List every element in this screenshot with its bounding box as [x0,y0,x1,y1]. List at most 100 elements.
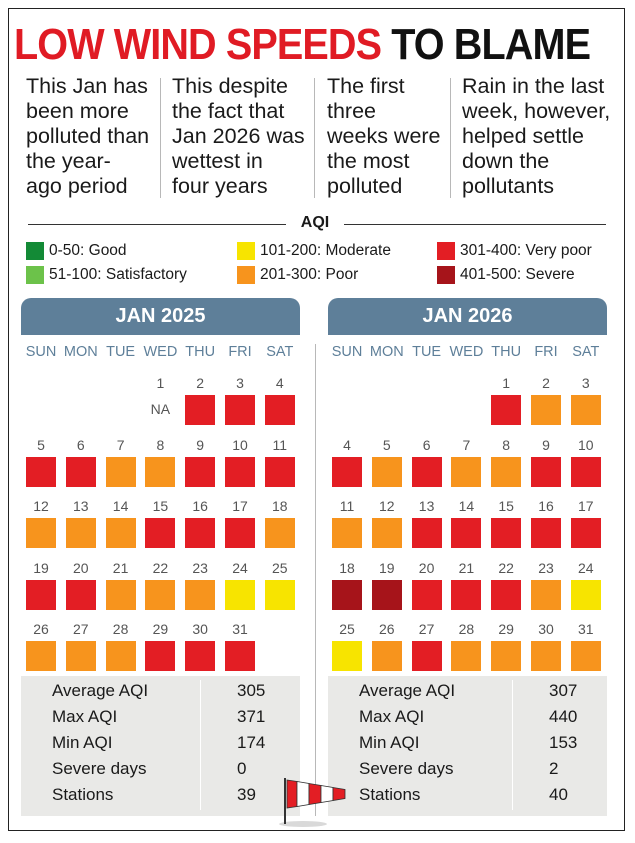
day-number: 19 [33,559,49,576]
day-aqi-cell [105,518,136,548]
day-aqi-cell [491,641,522,671]
day-number: 13 [73,498,89,514]
weekday-label: FRI [534,344,558,360]
day-number: 29 [152,621,169,637]
day-number: 28 [112,621,129,637]
day-aqi-cell [332,456,362,487]
day-aqi-cell [26,456,56,487]
intro-line: pollutants [462,174,555,198]
intro-text: Rain in the last week, however, helped set… [462,74,610,199]
intro-line: wettest in [172,149,263,173]
calendar-header: JAN 2025 [21,298,300,335]
intro-text: This Jan has been more polluted than the ye… [26,74,149,199]
intro-line: Rain in the last [462,74,605,98]
weekday-label: THU [185,344,216,360]
day-aqi-cell [411,579,442,610]
day-aqi-cell [451,518,482,548]
day-number: 22 [152,559,169,576]
day-number: 10 [232,436,248,453]
day-number: 10 [578,436,594,453]
intro-line: the most [327,149,410,173]
windsock-icon [279,778,346,827]
weekday-label: FRI [228,344,252,360]
stat-value: 2 [549,759,559,778]
day-number: 19 [379,559,395,576]
day-aqi-cell [491,579,522,610]
intro-line: four years [172,174,268,198]
day-number: 5 [382,436,391,453]
day-number: 26 [33,621,49,637]
day-number: 24 [232,559,248,576]
day-number: 26 [379,621,395,637]
day-number: 23 [192,559,208,576]
weekday-label: TUE [106,344,136,360]
day-number: 24 [578,559,594,576]
day-number: 2 [196,375,205,391]
day-aqi-cell [185,456,216,487]
day-number: 7 [116,436,125,453]
day-number: 5 [37,436,45,453]
intro-line: ago period [26,174,128,198]
intro-separator [314,78,315,198]
day-number: 23 [538,559,554,576]
intro-line: weeks were [327,124,441,148]
legend-swatch [237,242,255,260]
day-aqi-cell [491,518,522,548]
stat-value: 174 [237,733,266,752]
stat-value: 307 [549,681,578,700]
day-aqi-cell [185,518,216,548]
intro-text: This despite the fact that Jan 2026 was wet… [172,74,305,199]
weekday-label: WED [143,344,178,360]
day-aqi-cell [105,579,136,610]
day-aqi-cell [531,641,561,671]
legend-swatch [237,266,255,284]
day-aqi-cell [570,579,601,610]
stat-label: Min AQI [359,733,420,752]
day-number: 21 [458,559,475,576]
stat-value: 371 [237,707,266,726]
day-aqi-cell [225,456,255,487]
stat-value: 305 [237,681,266,700]
day-aqi-cell [225,395,255,425]
legend-label: 301-400: Very poor [460,242,592,259]
day-number: 22 [498,559,514,576]
intro-line: polluted than [26,124,150,148]
intro-text: The first three weeks were the most polluted [327,74,441,199]
day-number: 1 [502,375,511,391]
intro-line: the year- [26,149,111,173]
weekday-label: SUN [25,344,57,360]
day-aqi-cell [65,641,96,671]
day-number: 14 [112,498,129,514]
day-number: 31 [232,621,248,637]
day-number: 17 [232,498,248,514]
headline: LOW WIND SPEEDS TO BLAME [14,20,591,70]
day-aqi-cell [185,641,216,671]
intro-line: down the [462,149,550,173]
intro-line: week, however, [462,99,611,123]
day-aqi-cell [105,641,136,671]
day-aqi-cell [570,641,601,671]
day-number: 16 [192,498,208,514]
day-number: 30 [538,621,554,637]
day-number: 8 [156,436,165,453]
stat-label: Stations [52,785,114,804]
stat-label: Average AQI [52,681,149,700]
day-aqi-cell [411,456,442,487]
day-aqi-cell [145,456,176,487]
weekday-label: THU [491,344,522,360]
day-aqi-cell [531,395,561,425]
legend-label: 201-300: Poor [260,266,359,283]
legend-item: 51-100: Satisfactory [26,264,187,286]
legend-item: 301-400: Very poor [437,240,592,262]
stats-separator [200,680,201,810]
stat-label: Stations [359,785,421,804]
day-aqi-cell [225,641,255,671]
legend-swatch [26,242,44,260]
day-aqi-cell [570,456,601,487]
day-number: 29 [498,621,514,637]
weekday-label: MON [369,344,404,360]
day-number: 16 [538,498,554,514]
stat-value: 0 [237,759,247,778]
aqi-rule-left [28,224,286,225]
intro-line: This despite [172,74,288,98]
